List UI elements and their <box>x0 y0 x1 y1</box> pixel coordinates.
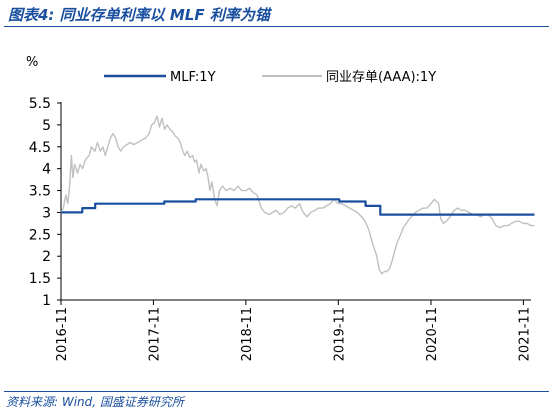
x-tick-label: 2016-11 <box>55 307 70 361</box>
y-tick-label: 3 <box>42 205 51 221</box>
y-tick-label: 4 <box>42 162 51 178</box>
x-tick-label: 2017-11 <box>147 307 162 361</box>
x-tick-label: 2019-11 <box>332 307 347 361</box>
y-tick-label: 2.5 <box>29 227 51 243</box>
x-axis: 2016-11 2017-11 2018-11 2019-11 2020-11 2021-… <box>55 299 532 361</box>
y-tick-label: 5 <box>42 118 51 134</box>
y-tick-label: 4.5 <box>29 140 51 156</box>
mlf-1y-series-line <box>61 198 535 216</box>
x-tick-label: 2021-11 <box>517 307 532 361</box>
y-axis: 1 1.5 2 2.5 3 3.5 4 4.5 5 5.5 <box>29 96 62 309</box>
x-tick-label: 2018-11 <box>240 307 255 361</box>
figure-title: 图表4: 同业存单利率以 MLF 利率为锚 <box>8 6 270 24</box>
x-tick-label: 2020-11 <box>425 307 440 361</box>
y-axis-unit-label: % <box>26 55 38 70</box>
chart-legend: MLF:1Y 同业存单(AAA):1Y <box>104 70 436 85</box>
source-note: 资料来源: Wind, 国盛证券研究所 <box>6 395 184 409</box>
title-divider <box>4 26 549 27</box>
series-layer <box>60 115 535 275</box>
ncd-aaa-1y-series-line <box>60 115 535 275</box>
y-tick-label: 2 <box>42 249 51 265</box>
y-tick-label: 3.5 <box>29 184 51 200</box>
y-tick-label: 1 <box>42 293 51 309</box>
legend-item-mlf-label: MLF:1Y <box>170 70 216 85</box>
y-tick-label: 5.5 <box>29 96 51 112</box>
legend-item-ncd-label: 同业存单(AAA):1Y <box>326 70 436 85</box>
source-divider <box>4 391 549 392</box>
y-tick-label: 1.5 <box>29 271 51 287</box>
